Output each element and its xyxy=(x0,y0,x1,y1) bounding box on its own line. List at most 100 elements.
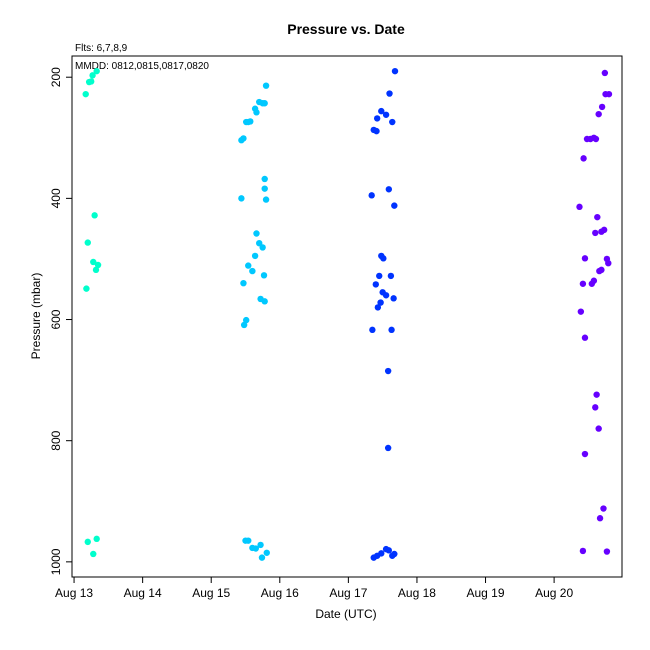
y-axis-label: Pressure (mbar) xyxy=(29,273,43,360)
data-point xyxy=(256,239,263,247)
data-point xyxy=(240,321,248,329)
data-point xyxy=(386,90,393,97)
data-point xyxy=(384,367,392,375)
data-point xyxy=(378,107,385,115)
data-point xyxy=(583,135,591,143)
data-point xyxy=(605,90,613,98)
x-tick-label: Aug 13 xyxy=(55,586,93,600)
data-point xyxy=(83,285,90,292)
data-point xyxy=(382,292,390,299)
data-point xyxy=(576,203,583,211)
data-point xyxy=(253,230,260,237)
data-point xyxy=(242,118,250,126)
data-point xyxy=(93,67,100,75)
data-point xyxy=(91,212,98,219)
data-point xyxy=(594,213,601,221)
data-point xyxy=(391,67,399,75)
data-point xyxy=(595,425,602,432)
data-point xyxy=(240,279,247,287)
data-point xyxy=(252,545,259,552)
data-point xyxy=(593,391,600,398)
data-point xyxy=(238,137,245,144)
data-point xyxy=(84,538,91,546)
data-point xyxy=(369,326,376,334)
chart-annotation: MMDD: 0812,0815,0817,0820 xyxy=(75,61,209,72)
data-point xyxy=(592,135,600,143)
data-point xyxy=(588,280,596,287)
data-point xyxy=(85,78,93,86)
data-point xyxy=(601,69,609,77)
data-point xyxy=(251,252,259,260)
data-point xyxy=(598,228,605,235)
data-point xyxy=(580,155,587,162)
data-point xyxy=(263,549,270,556)
data-point xyxy=(245,262,252,269)
data-point xyxy=(245,537,252,544)
data-point xyxy=(253,109,260,116)
x-tick-label: Aug 15 xyxy=(192,586,230,600)
data-point xyxy=(385,547,393,554)
data-point xyxy=(374,304,382,311)
y-tick-label: 1000 xyxy=(49,548,63,575)
data-point xyxy=(387,272,395,280)
x-tick-label: Aug 16 xyxy=(261,586,299,600)
data-point xyxy=(262,196,270,203)
data-point xyxy=(581,450,589,458)
data-point xyxy=(382,111,390,118)
data-point xyxy=(82,90,89,98)
data-point xyxy=(385,186,393,193)
data-point xyxy=(600,505,607,512)
data-point xyxy=(596,267,603,275)
data-point xyxy=(390,295,397,302)
data-point xyxy=(579,547,587,555)
data-point xyxy=(261,298,268,305)
data-point xyxy=(257,541,264,549)
y-tick-label: 600 xyxy=(49,309,63,329)
y-tick-label: 400 xyxy=(49,188,63,208)
data-point xyxy=(581,334,589,341)
data-points xyxy=(82,67,613,561)
x-tick-label: Aug 19 xyxy=(467,586,505,600)
chart-title: Pressure vs. Date xyxy=(287,21,405,37)
data-point xyxy=(94,261,102,269)
data-point xyxy=(377,299,384,306)
y-axis: 200 400 600 800 1000 xyxy=(49,67,72,575)
data-point xyxy=(249,267,256,275)
x-tick-label: Aug 20 xyxy=(535,586,573,600)
data-point xyxy=(388,326,395,334)
data-point xyxy=(592,229,599,237)
data-point xyxy=(595,110,602,118)
chart-subtitle: Flts: 6,7,8,9 xyxy=(75,43,128,54)
data-point xyxy=(391,202,398,209)
data-point xyxy=(579,280,587,287)
data-point xyxy=(372,281,380,288)
data-point xyxy=(598,103,606,111)
data-point xyxy=(389,552,396,559)
data-point xyxy=(373,127,380,135)
data-point xyxy=(370,554,377,561)
data-point xyxy=(577,308,585,315)
data-point xyxy=(261,175,268,183)
data-point xyxy=(259,244,266,251)
data-point xyxy=(262,82,270,89)
data-point xyxy=(260,272,268,279)
data-point xyxy=(93,535,100,543)
data-point xyxy=(84,239,91,246)
data-point xyxy=(90,258,97,266)
data-point xyxy=(89,72,96,79)
y-tick-label: 200 xyxy=(49,67,63,87)
data-point xyxy=(592,404,599,411)
x-tick-label: Aug 14 xyxy=(124,586,162,600)
x-axis-label: Date (UTC) xyxy=(315,607,376,621)
data-point xyxy=(389,118,396,126)
data-point xyxy=(376,272,383,280)
data-point xyxy=(380,255,387,262)
data-point xyxy=(373,115,381,122)
data-point xyxy=(368,192,375,199)
data-point xyxy=(259,100,266,107)
y-tick-label: 800 xyxy=(49,430,63,450)
data-point xyxy=(596,515,604,522)
data-point xyxy=(605,259,612,267)
data-point xyxy=(384,444,392,452)
